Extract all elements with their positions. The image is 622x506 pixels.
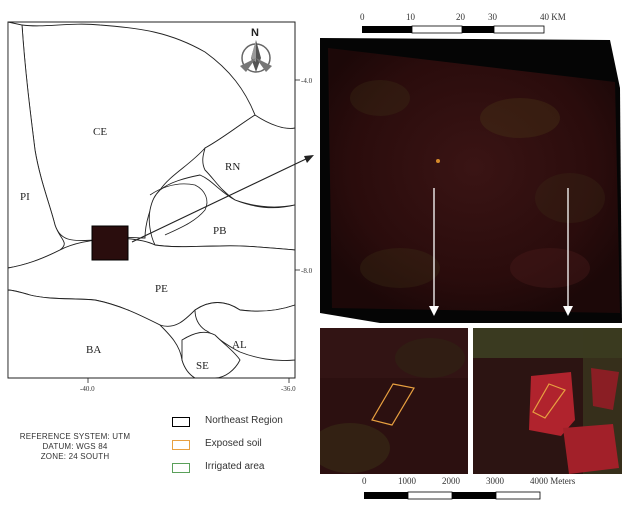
label-rn: RN bbox=[225, 161, 240, 173]
label-ce: CE bbox=[93, 126, 107, 138]
zoom-image-right bbox=[473, 328, 622, 474]
bottom-scale-label-4000-meters: 4000 Meters bbox=[530, 476, 576, 486]
exposed-soil-polygon-right bbox=[532, 383, 566, 419]
legend-swatch-irrigated bbox=[172, 463, 190, 473]
label-al: AL bbox=[232, 339, 247, 351]
lat-label-south: -8.0 bbox=[301, 267, 313, 275]
study-area-marker[interactable] bbox=[91, 225, 129, 261]
bottom-scale-label-0: 0 bbox=[362, 476, 367, 486]
bottom-scale-label-3000: 3000 bbox=[486, 476, 505, 486]
state-se bbox=[181, 331, 241, 379]
top-scale-label-10: 10 bbox=[406, 12, 416, 22]
zoom-arrow-head bbox=[304, 155, 314, 163]
bottom-scale-label-2000: 2000 bbox=[442, 476, 461, 486]
river-line bbox=[149, 183, 208, 236]
lon-label-west: -40.0 bbox=[80, 385, 95, 393]
label-pb: PB bbox=[213, 225, 226, 237]
region-map: CE PI RN PB PE BA AL SE -4.0 -8.0 -40.0 … bbox=[7, 21, 314, 393]
satellite-image bbox=[320, 38, 622, 323]
legend-label-exposed-soil: Exposed soil bbox=[205, 438, 262, 449]
bottom-scale-bar: 0 1000 2000 3000 4000 Meters bbox=[360, 474, 622, 501]
label-pe: PE bbox=[155, 283, 168, 295]
legend-label-irrigated: Irrigated area bbox=[205, 461, 265, 472]
reference-line-2: DATUM: WGS 84 bbox=[42, 442, 108, 451]
label-pi: PI bbox=[20, 191, 30, 203]
label-se: SE bbox=[196, 360, 209, 372]
lat-label-north: -4.0 bbox=[301, 77, 313, 85]
reference-line-1: REFERENCE SYSTEM: UTM bbox=[19, 432, 131, 441]
top-scale-label-30: 30 bbox=[488, 12, 498, 22]
top-scale-label-40km: 40 KM bbox=[540, 12, 566, 22]
state-al bbox=[194, 302, 296, 361]
north-label: N bbox=[251, 27, 259, 39]
top-scale-bar: 0 10 20 30 40 KM bbox=[360, 0, 590, 40]
lon-label-east: -36.0 bbox=[281, 385, 296, 393]
reference-system: REFERENCE SYSTEM: UTM DATUM: WGS 84 ZONE… bbox=[0, 432, 150, 472]
exposed-soil-polygon-left bbox=[371, 383, 415, 426]
legend: Northeast Region Exposed soil Irrigated … bbox=[0, 410, 320, 480]
legend-swatch-exposed-soil bbox=[172, 440, 190, 450]
zoom-arrow bbox=[131, 157, 309, 243]
legend-swatch-northeast bbox=[172, 417, 190, 427]
state-rn bbox=[202, 114, 296, 208]
bottom-scale-label-1000: 1000 bbox=[398, 476, 417, 486]
legend-label-northeast: Northeast Region bbox=[205, 415, 283, 426]
north-arrow-icon bbox=[240, 40, 272, 73]
reference-line-3: ZONE: 24 SOUTH bbox=[40, 452, 110, 461]
label-ba: BA bbox=[86, 344, 101, 356]
top-scale-label-0: 0 bbox=[360, 12, 365, 22]
top-scale-label-20: 20 bbox=[456, 12, 466, 22]
zoom-image-left bbox=[320, 328, 468, 474]
